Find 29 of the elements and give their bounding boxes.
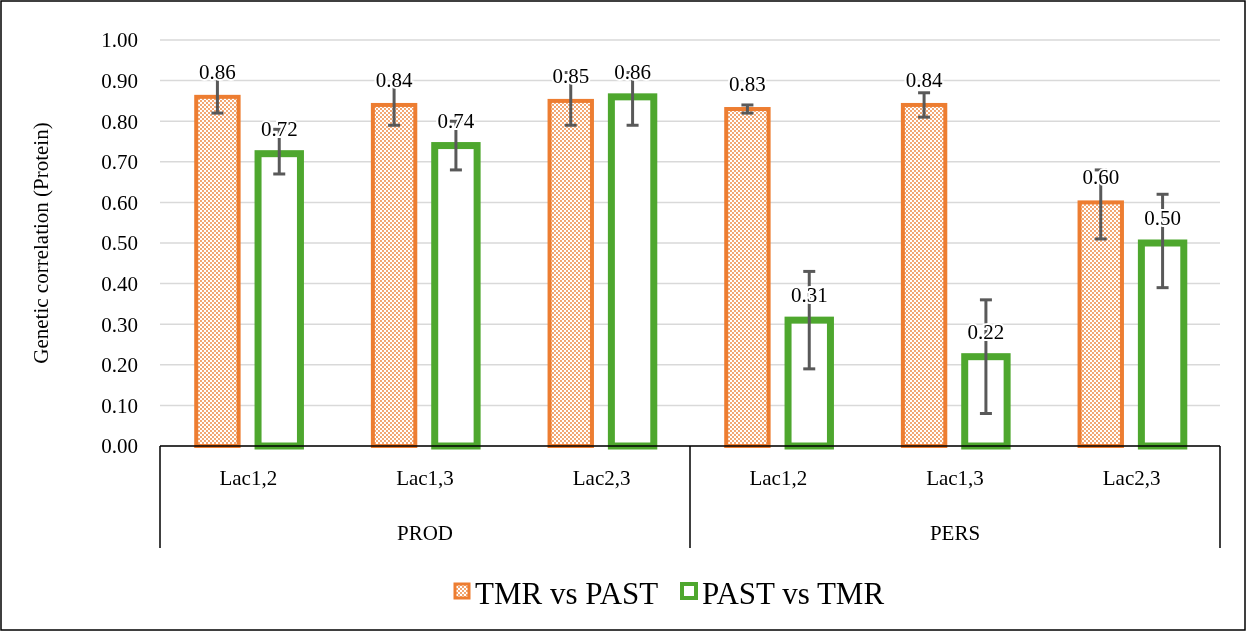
data-label: 0.84 [375, 67, 413, 92]
data-label: 0.84 [905, 67, 943, 92]
x-tick-label: Lac1,3 [926, 466, 984, 490]
y-tick-label: 0.00 [101, 434, 138, 459]
y-tick-label: 0.30 [101, 312, 138, 337]
text: PERS [929, 521, 981, 545]
legend-label: PAST vs TMR [702, 575, 885, 611]
y-tick-label: 0.80 [101, 109, 138, 134]
legend-label: TMR vs PAST [475, 575, 659, 611]
y-axis-title: Genetic correlation (Protein) [29, 122, 53, 364]
y-tick-label: 0.90 [101, 68, 138, 93]
data-label: 0.83 [729, 72, 766, 97]
data-label: 0.86 [614, 59, 651, 84]
y-tick-label: 0.50 [101, 231, 138, 256]
x-tick-label: Lac1,3 [396, 466, 454, 490]
y-tick-label: 0.60 [101, 190, 138, 215]
x-tick-label: Lac1,2 [749, 466, 808, 490]
y-tick-label: 0.20 [101, 353, 138, 378]
x-tick-label: Lac2,3 [1102, 466, 1161, 490]
y-tick-label: 0.70 [101, 150, 138, 175]
x-tick-label: Lac2,3 [572, 466, 631, 490]
data-label: 0.86 [199, 59, 236, 84]
y-tick-label: 0.40 [101, 271, 138, 296]
x-tick-label: Lac1,2 [219, 466, 278, 490]
data-label: 0.72 [260, 116, 298, 141]
text: PROD [396, 521, 454, 545]
y-tick-label: 1.00 [101, 28, 138, 53]
y-tick-label: 0.10 [101, 393, 138, 418]
data-label: 0.74 [437, 108, 475, 133]
